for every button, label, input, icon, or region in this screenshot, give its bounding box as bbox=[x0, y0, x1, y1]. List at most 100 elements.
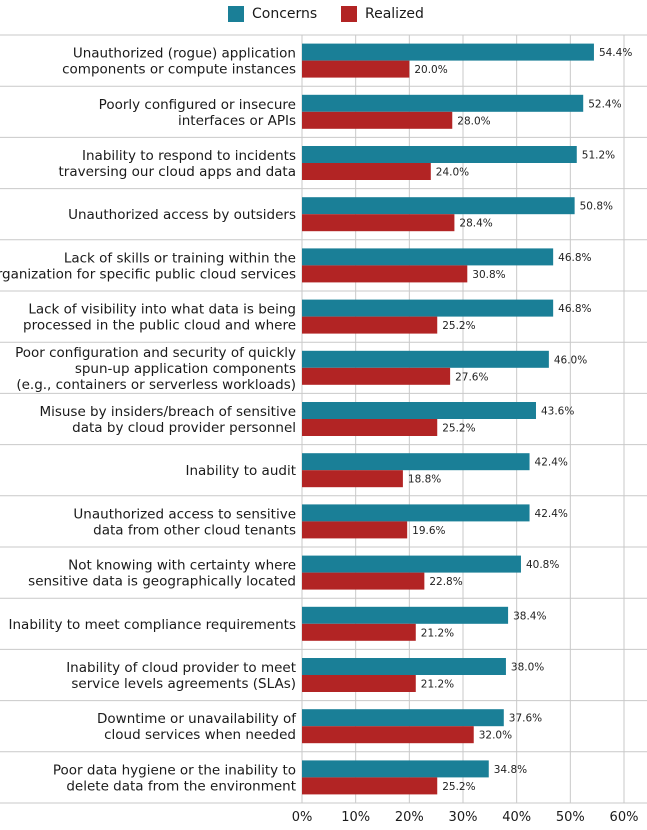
bar-concerns-8 bbox=[302, 453, 530, 471]
value-label-realized-11: 21.2% bbox=[421, 627, 454, 639]
bar-concerns-5 bbox=[302, 299, 554, 317]
legend-label-concerns: Concerns bbox=[252, 6, 318, 22]
x-tick-label-6: 60% bbox=[610, 810, 639, 825]
bar-realized-2 bbox=[302, 163, 431, 180]
category-label-5-line-1: processed in the public cloud and where bbox=[23, 318, 296, 334]
x-tick-label-3: 30% bbox=[449, 810, 478, 825]
category-label-4-line-0: Lack of skills or training within the bbox=[64, 250, 296, 266]
bar-concerns-10 bbox=[302, 555, 521, 573]
category-label-6-line-0: Poor configuration and security of quick… bbox=[15, 345, 296, 361]
value-label-concerns-13: 37.6% bbox=[509, 713, 542, 725]
category-label-13-line-1: cloud services when needed bbox=[104, 727, 296, 743]
x-tick-label-2: 20% bbox=[395, 810, 424, 825]
value-label-realized-3: 28.4% bbox=[459, 218, 492, 230]
legend-item-realized: Realized bbox=[341, 6, 424, 22]
category-label-0-line-0: Unauthorized (rogue) application bbox=[73, 46, 296, 62]
category-label-12-line-0: Inability of cloud provider to meet bbox=[66, 660, 296, 676]
bar-realized-3 bbox=[302, 214, 455, 232]
legend-swatch-concerns bbox=[228, 6, 244, 22]
bar-realized-14 bbox=[302, 777, 438, 795]
category-label-2-line-0: Inability to respond to incidents bbox=[82, 148, 296, 164]
bar-concerns-2 bbox=[302, 146, 577, 163]
category-label-6-line-1: spun-up application components bbox=[75, 361, 296, 377]
bar-realized-8 bbox=[302, 470, 403, 488]
bar-concerns-12 bbox=[302, 658, 506, 675]
x-tick-label-0: 0% bbox=[292, 810, 313, 825]
category-label-3-line-0: Unauthorized access by outsiders bbox=[68, 207, 296, 223]
x-tick-label-5: 50% bbox=[556, 810, 585, 825]
value-label-concerns-6: 46.0% bbox=[554, 354, 587, 366]
value-label-concerns-8: 42.4% bbox=[535, 457, 568, 469]
category-label-8-line-0: Inability to audit bbox=[186, 463, 297, 479]
value-label-realized-14: 25.2% bbox=[442, 781, 475, 793]
bar-concerns-9 bbox=[302, 504, 530, 522]
value-label-realized-8: 18.8% bbox=[408, 474, 441, 486]
x-tick-label-4: 40% bbox=[502, 810, 531, 825]
category-label-7-line-1: data by cloud provider personnel bbox=[72, 420, 296, 436]
value-label-realized-9: 19.6% bbox=[412, 525, 445, 537]
value-label-concerns-0: 54.4% bbox=[599, 47, 632, 59]
value-label-realized-2: 24.0% bbox=[436, 167, 469, 179]
category-label-7-line-0: Misuse by insiders/breach of sensitive bbox=[39, 404, 296, 420]
bar-realized-13 bbox=[302, 726, 474, 744]
category-label-14-line-1: delete data from the environment bbox=[66, 778, 296, 794]
category-label-14-line-0: Poor data hygiene or the inability to bbox=[53, 762, 296, 778]
value-label-realized-5: 25.2% bbox=[442, 320, 475, 332]
bar-realized-6 bbox=[302, 367, 451, 385]
bar-realized-12 bbox=[302, 675, 416, 692]
bar-concerns-3 bbox=[302, 197, 575, 215]
value-label-realized-10: 22.8% bbox=[429, 576, 462, 588]
category-label-13-line-0: Downtime or unavailability of bbox=[97, 711, 297, 727]
value-label-concerns-10: 40.8% bbox=[526, 559, 559, 571]
value-label-realized-13: 32.0% bbox=[479, 730, 512, 742]
value-label-concerns-1: 52.4% bbox=[588, 98, 621, 110]
chart-legend: Concerns Realized bbox=[0, 6, 647, 26]
bar-realized-9 bbox=[302, 521, 408, 539]
bar-concerns-4 bbox=[302, 248, 554, 266]
value-label-realized-12: 21.2% bbox=[421, 679, 454, 691]
category-label-12-line-1: service levels agreements (SLAs) bbox=[71, 676, 296, 692]
value-label-concerns-4: 46.8% bbox=[558, 252, 591, 264]
category-label-1-line-0: Poorly configured or insecure bbox=[99, 97, 296, 113]
value-label-concerns-7: 43.6% bbox=[541, 406, 574, 418]
category-label-4-line-1: organization for specific public cloud s… bbox=[0, 266, 296, 282]
bar-realized-7 bbox=[302, 419, 438, 436]
bar-realized-10 bbox=[302, 572, 425, 590]
category-label-11-line-0: Inability to meet compliance requirement… bbox=[9, 617, 296, 633]
category-label-10-line-0: Not knowing with certainty where bbox=[68, 558, 296, 574]
category-label-6-line-2: (e.g., containers or serverless workload… bbox=[16, 377, 296, 393]
category-label-2-line-1: traversing our cloud apps and data bbox=[58, 164, 296, 180]
value-label-concerns-12: 38.0% bbox=[511, 662, 544, 674]
legend-item-concerns: Concerns bbox=[228, 6, 317, 22]
value-label-realized-0: 20.0% bbox=[414, 64, 447, 76]
legend-label-realized: Realized bbox=[365, 6, 424, 22]
category-label-0-line-1: components or compute instances bbox=[62, 62, 296, 78]
x-tick-label-1: 10% bbox=[341, 810, 370, 825]
bar-concerns-13 bbox=[302, 709, 504, 727]
value-label-realized-4: 30.8% bbox=[472, 269, 505, 281]
value-label-concerns-5: 46.8% bbox=[558, 303, 591, 315]
category-label-10-line-1: sensitive data is geographically located bbox=[28, 574, 296, 590]
bar-concerns-7 bbox=[302, 402, 536, 419]
value-label-realized-6: 27.6% bbox=[455, 371, 488, 383]
value-label-concerns-9: 42.4% bbox=[535, 508, 568, 520]
bar-realized-5 bbox=[302, 316, 438, 334]
bar-realized-0 bbox=[302, 60, 410, 78]
value-label-concerns-2: 51.2% bbox=[582, 150, 615, 162]
value-label-concerns-11: 38.4% bbox=[513, 610, 546, 622]
category-label-9-line-0: Unauthorized access to sensitive bbox=[73, 506, 296, 522]
bar-concerns-6 bbox=[302, 350, 549, 368]
value-label-concerns-14: 34.8% bbox=[494, 764, 527, 776]
value-label-realized-1: 28.0% bbox=[457, 115, 490, 127]
bar-realized-1 bbox=[302, 111, 453, 129]
bar-concerns-0 bbox=[302, 43, 594, 61]
bar-concerns-14 bbox=[302, 760, 489, 778]
value-label-concerns-3: 50.8% bbox=[580, 201, 613, 213]
bar-concerns-1 bbox=[302, 94, 584, 112]
bar-realized-4 bbox=[302, 265, 468, 283]
bar-realized-11 bbox=[302, 623, 416, 641]
value-label-realized-7: 25.2% bbox=[442, 423, 475, 435]
category-label-9-line-1: data from other cloud tenants bbox=[93, 522, 296, 538]
legend-swatch-realized bbox=[341, 6, 357, 22]
